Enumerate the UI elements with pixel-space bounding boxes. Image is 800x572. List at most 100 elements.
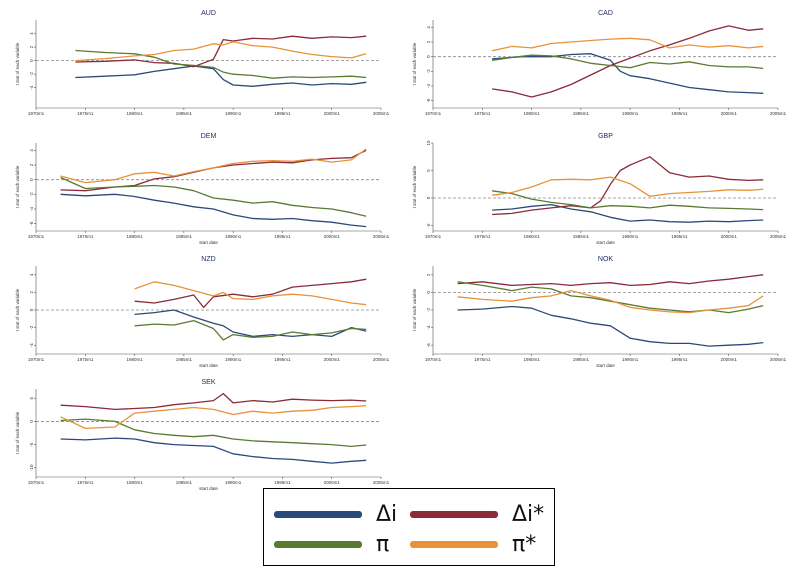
x-tick-label-sek: 2005m1	[373, 480, 390, 485]
y-tick-label-sek: 0	[29, 420, 34, 423]
x-tick-label-cad: 1995m1	[671, 111, 688, 116]
y-tick-label-nzd: 0	[29, 308, 34, 311]
series-line-dis-nok	[457, 274, 764, 287]
y-tick-label-aud: 2	[29, 45, 34, 48]
y-tick-label-gbp: 5	[426, 169, 431, 172]
legend-label-pi-star: π*	[512, 531, 537, 557]
x-tick-label-aud: 1980m1	[126, 111, 143, 116]
y-tick-label-aud: -4	[29, 85, 34, 89]
y-tick-label-aud: -2	[29, 72, 34, 76]
series-line-pi-dem	[60, 176, 367, 217]
series-line-pis-sek	[60, 405, 367, 430]
y-tick-label-nok: 0	[426, 291, 431, 294]
panel-title-nzd: NZD	[201, 256, 215, 263]
legend-label-di: Δi	[376, 501, 398, 527]
y-axis-label-sek: t stat of each variable	[15, 411, 20, 454]
panel-cad: CAD -6 -4 -2 0 2 4 1970m1 1975m1 1980m1 1985m1 1990…	[412, 10, 787, 116]
legend-swatch-pi	[274, 540, 362, 548]
series-line-dis-aud	[75, 35, 367, 68]
y-tick-label-sek: -10	[29, 464, 34, 471]
y-axis-label-aud: t stat of each variable	[15, 42, 20, 85]
y-axis-label-nok: t stat of each variable	[412, 288, 417, 331]
y-tick-label-gbp: 10	[426, 140, 431, 146]
y-tick-label-dem: -4	[29, 207, 34, 211]
y-tick-label-cad: -4	[426, 84, 431, 88]
series-line-di-aud	[75, 65, 367, 87]
x-axis-label-sek: start date	[199, 486, 218, 491]
y-tick-label-nzd: 2	[29, 291, 34, 294]
x-tick-label-sek: 1995m1	[274, 480, 291, 485]
panel-title-cad: CAD	[598, 10, 613, 17]
series-line-pi-nok	[457, 281, 764, 314]
series-line-pis-gbp	[492, 176, 764, 197]
x-tick-label-dem: 1980m1	[126, 234, 143, 239]
series-line-di-nok	[457, 305, 764, 347]
x-tick-label-nok: 2005m1	[770, 357, 787, 362]
x-axis-label-nzd: start date	[199, 363, 218, 368]
panel-aud: AUD -4 -2 0 2 4 1970m1 1975m1 1980m1 1985m1 1990m1…	[15, 10, 390, 116]
series-line-dis-cad	[492, 25, 764, 98]
x-tick-label-nzd: 2000m1	[324, 357, 341, 362]
legend-item-pi-star: π*	[410, 531, 537, 557]
x-tick-label-nzd: 2005m1	[373, 357, 390, 362]
x-tick-label-gbp: 1980m1	[523, 234, 540, 239]
x-tick-label-sek: 2000m1	[324, 480, 341, 485]
y-tick-label-nok: 2	[426, 273, 431, 276]
y-tick-label-nzd: -2	[29, 325, 34, 329]
legend-swatch-pi-star	[410, 540, 498, 548]
x-tick-label-gbp: 1995m1	[671, 234, 688, 239]
x-tick-label-aud: 1970m1	[28, 111, 45, 116]
x-tick-label-cad: 1980m1	[523, 111, 540, 116]
panel-dem: DEM -6 -4 -2 0 2 4 1970m1 1975m1 1980m1 1985m1 1990…	[15, 133, 390, 245]
legend-label-di-star: Δi*	[512, 501, 545, 527]
y-tick-label-dem: -2	[29, 192, 34, 196]
series-line-pi-nzd	[134, 319, 367, 341]
x-tick-label-aud: 2000m1	[324, 111, 341, 116]
panel-gbp: GBP -5 0 5 10 1970m1 1975m1 1980m1 1985m1 1990m1 1…	[412, 133, 787, 245]
x-tick-label-sek: 1970m1	[28, 480, 45, 485]
x-tick-label-nzd: 1975m1	[77, 357, 94, 362]
y-tick-label-sek: 5	[29, 397, 34, 400]
x-tick-label-nok: 1985m1	[573, 357, 590, 362]
y-tick-label-sek: -5	[29, 442, 34, 446]
x-tick-label-nok: 1970m1	[425, 357, 442, 362]
x-tick-label-dem: 2000m1	[324, 234, 341, 239]
legend: Δi Δi* π π*	[263, 488, 555, 566]
series-line-pis-nok	[457, 289, 764, 314]
series-line-pi-cad	[492, 54, 764, 70]
y-tick-label-aud: 0	[29, 59, 34, 62]
series-line-pi-aud	[75, 49, 367, 79]
x-axis-label-gbp: start date	[596, 240, 615, 245]
y-tick-label-dem: 4	[29, 149, 34, 152]
y-tick-label-dem: 2	[29, 163, 34, 166]
series-line-pis-aud	[75, 41, 367, 62]
x-tick-label-aud: 2005m1	[373, 111, 390, 116]
x-tick-label-aud: 1985m1	[176, 111, 193, 116]
y-tick-label-dem: -6	[29, 221, 34, 225]
x-tick-label-gbp: 2000m1	[721, 234, 738, 239]
y-tick-label-nok: -2	[426, 308, 431, 312]
x-tick-label-cad: 1975m1	[474, 111, 491, 116]
series-line-pis-dem	[60, 148, 367, 184]
panel-title-nok: NOK	[598, 256, 614, 263]
x-tick-label-sek: 1975m1	[77, 480, 94, 485]
y-tick-label-aud: 4	[29, 32, 34, 35]
series-line-dis-dem	[60, 149, 367, 192]
series-line-di-nzd	[134, 309, 367, 338]
x-tick-label-cad: 1990m1	[622, 111, 639, 116]
series-line-di-sek	[60, 437, 367, 464]
x-axis-label-nok: start date	[596, 363, 615, 368]
y-tick-label-cad: -2	[426, 69, 431, 73]
legend-swatch-di	[274, 510, 362, 518]
panel-title-sek: SEK	[201, 379, 215, 386]
panel-title-dem: DEM	[201, 133, 217, 140]
x-tick-label-nok: 2000m1	[721, 357, 738, 362]
panel-title-aud: AUD	[201, 10, 216, 17]
y-tick-label-nzd: 4	[29, 273, 34, 276]
legend-label-pi: π	[376, 531, 390, 557]
x-tick-label-nok: 1975m1	[474, 357, 491, 362]
legend-swatch-di-star	[410, 510, 498, 518]
x-tick-label-cad: 2005m1	[770, 111, 787, 116]
x-tick-label-dem: 1985m1	[176, 234, 193, 239]
y-axis-label-dem: t stat of each variable	[15, 165, 20, 208]
